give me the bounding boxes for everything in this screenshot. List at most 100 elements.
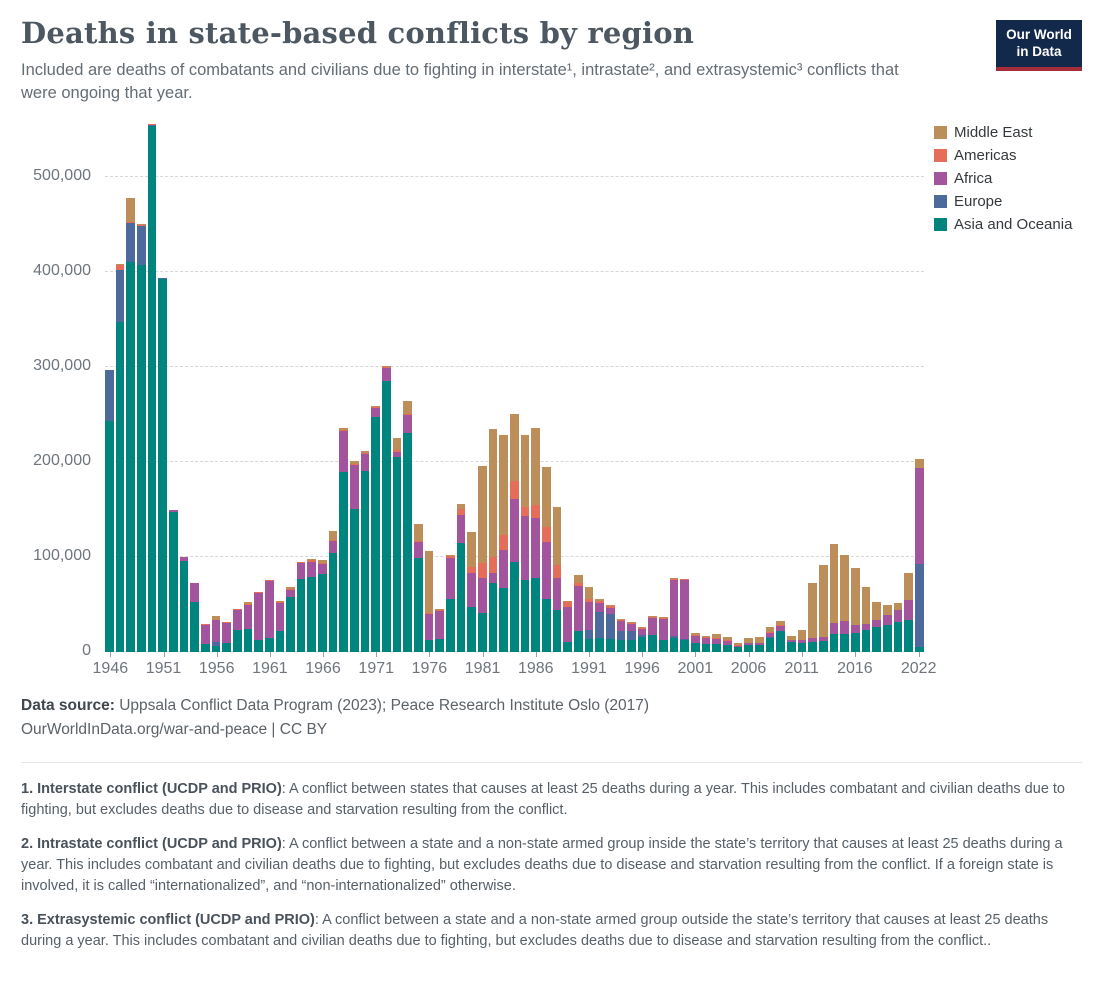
bar-1960[interactable] (254, 592, 263, 652)
bar-segment-1976-americas[interactable] (424, 612, 434, 614)
bar-segment-1993-americas[interactable] (605, 606, 615, 609)
bar-segment-1996-africa[interactable] (637, 629, 647, 635)
bar-segment-1963-africa[interactable] (286, 590, 295, 597)
bar-segment-2012-africa[interactable] (808, 637, 817, 643)
bar-segment-1959-middle-east[interactable] (243, 602, 253, 605)
bar-segment-1988-africa[interactable] (552, 577, 562, 611)
bar-segment-1947-americas[interactable] (115, 265, 125, 270)
bar-segment-1994-africa[interactable] (616, 620, 626, 631)
bar-segment-1964-asia-and-oceania[interactable] (296, 578, 306, 652)
bar-segment-1992-asia-and-oceania[interactable] (595, 637, 604, 652)
bar-segment-2014-asia-and-oceania[interactable] (829, 633, 839, 652)
bar-segment-1969-middle-east[interactable] (350, 460, 359, 464)
bar-segment-1971-asia-and-oceania[interactable] (371, 417, 381, 652)
bar-segment-1968-americas[interactable] (339, 429, 349, 431)
bar-1978[interactable] (446, 554, 455, 652)
bar-1980[interactable] (467, 532, 476, 652)
bar-segment-2021-middle-east[interactable] (904, 573, 913, 600)
bar-segment-2003-middle-east[interactable] (712, 633, 722, 638)
bar-segment-2004-middle-east[interactable] (723, 636, 732, 641)
bar-segment-1979-africa[interactable] (456, 515, 466, 543)
bar-segment-1972-africa[interactable] (382, 367, 391, 382)
bar-segment-1977-americas[interactable] (435, 610, 444, 611)
bar-1967[interactable] (328, 531, 338, 652)
bar-segment-1961-asia-and-oceania[interactable] (264, 637, 274, 652)
bar-segment-2002-americas[interactable] (701, 636, 711, 638)
bar-segment-1959-americas[interactable] (243, 604, 253, 606)
bar-1962[interactable] (275, 600, 285, 652)
bar-segment-1974-middle-east[interactable] (403, 401, 413, 415)
bar-segment-1986-asia-and-oceania[interactable] (531, 577, 540, 652)
bar-segment-1984-asia-and-oceania[interactable] (509, 561, 519, 652)
bar-1970[interactable] (360, 451, 370, 652)
bar-segment-1960-americas[interactable] (254, 592, 263, 593)
bar-segment-1949-europe[interactable] (136, 226, 146, 266)
legend-item-africa[interactable]: Africa (934, 170, 1082, 187)
bar-segment-2016-asia-and-oceania[interactable] (850, 632, 860, 652)
bar-1998[interactable] (659, 616, 668, 652)
bar-segment-1992-americas[interactable] (595, 600, 604, 604)
bar-1966[interactable] (318, 559, 327, 652)
bar-segment-1991-asia-and-oceania[interactable] (584, 638, 594, 652)
bar-segment-1954-africa[interactable] (190, 583, 199, 603)
bar-segment-2010-asia-and-oceania[interactable] (787, 642, 796, 652)
bar-1961[interactable] (264, 579, 274, 652)
bar-segment-2003-asia-and-oceania[interactable] (712, 644, 722, 652)
bar-segment-1956-europe[interactable] (211, 642, 221, 647)
bar-segment-1993-middle-east[interactable] (605, 605, 615, 607)
bar-segment-1991-africa[interactable] (584, 601, 594, 630)
bar-segment-2008-americas[interactable] (765, 631, 775, 633)
bar-segment-1946-europe[interactable] (105, 369, 114, 421)
bar-2021[interactable] (904, 573, 913, 652)
bar-segment-1988-asia-and-oceania[interactable] (552, 610, 562, 652)
bar-segment-1996-europe[interactable] (637, 634, 647, 637)
bar-segment-2017-asia-and-oceania[interactable] (861, 630, 871, 652)
bar-1979[interactable] (456, 503, 466, 652)
bar-segment-2004-americas[interactable] (723, 640, 732, 642)
bar-segment-1986-middle-east[interactable] (531, 427, 540, 505)
bar-segment-1993-africa[interactable] (605, 608, 615, 614)
bar-segment-1965-americas[interactable] (307, 559, 317, 562)
bar-segment-1965-africa[interactable] (307, 561, 317, 577)
bar-segment-2010-americas[interactable] (787, 639, 796, 641)
bar-segment-1974-africa[interactable] (403, 415, 413, 434)
bar-segment-2001-asia-and-oceania[interactable] (691, 643, 700, 652)
bar-segment-2022-middle-east[interactable] (914, 459, 924, 468)
bar-1972[interactable] (382, 365, 391, 652)
bar-segment-1957-americas[interactable] (222, 622, 231, 624)
bar-segment-2014-africa[interactable] (829, 623, 839, 634)
bar-segment-2015-africa[interactable] (840, 621, 849, 634)
bar-segment-2009-middle-east[interactable] (776, 620, 785, 626)
bar-segment-1991-middle-east[interactable] (584, 587, 594, 599)
bar-1965[interactable] (307, 558, 317, 652)
bar-segment-2002-africa[interactable] (701, 637, 711, 645)
bar-segment-1992-africa[interactable] (595, 603, 604, 612)
bar-segment-1962-americas[interactable] (275, 602, 285, 604)
bar-segment-2004-africa[interactable] (723, 641, 732, 646)
bar-segment-2008-middle-east[interactable] (765, 627, 775, 632)
bar-segment-1989-asia-and-oceania[interactable] (563, 642, 572, 652)
bar-segment-1981-asia-and-oceania[interactable] (477, 612, 487, 652)
bar-segment-2004-asia-and-oceania[interactable] (723, 645, 732, 652)
bar-segment-1999-europe[interactable] (669, 635, 679, 638)
bar-segment-1979-americas[interactable] (456, 509, 466, 516)
bar-segment-1963-middle-east[interactable] (286, 587, 295, 590)
bar-2019[interactable] (882, 605, 892, 652)
bar-segment-1969-americas[interactable] (350, 463, 359, 465)
bar-segment-2011-middle-east[interactable] (797, 630, 807, 640)
bar-segment-1974-americas[interactable] (403, 414, 413, 416)
bar-segment-2020-middle-east[interactable] (893, 603, 903, 611)
bar-segment-1956-africa[interactable] (211, 619, 221, 643)
bar-segment-1976-middle-east[interactable] (424, 551, 434, 613)
bar-segment-2001-middle-east[interactable] (691, 632, 700, 635)
bar-1976[interactable] (424, 551, 434, 652)
bar-1968[interactable] (339, 427, 349, 652)
bar-1996[interactable] (637, 627, 647, 652)
bar-segment-1971-middle-east[interactable] (371, 405, 381, 407)
bar-segment-1993-europe[interactable] (605, 613, 615, 639)
bar-segment-1966-middle-east[interactable] (318, 559, 327, 563)
legend-item-europe[interactable]: Europe (934, 193, 1082, 210)
bar-segment-1983-asia-and-oceania[interactable] (499, 588, 508, 652)
legend-item-americas[interactable]: Americas (934, 147, 1082, 164)
bar-segment-1963-asia-and-oceania[interactable] (286, 596, 295, 652)
